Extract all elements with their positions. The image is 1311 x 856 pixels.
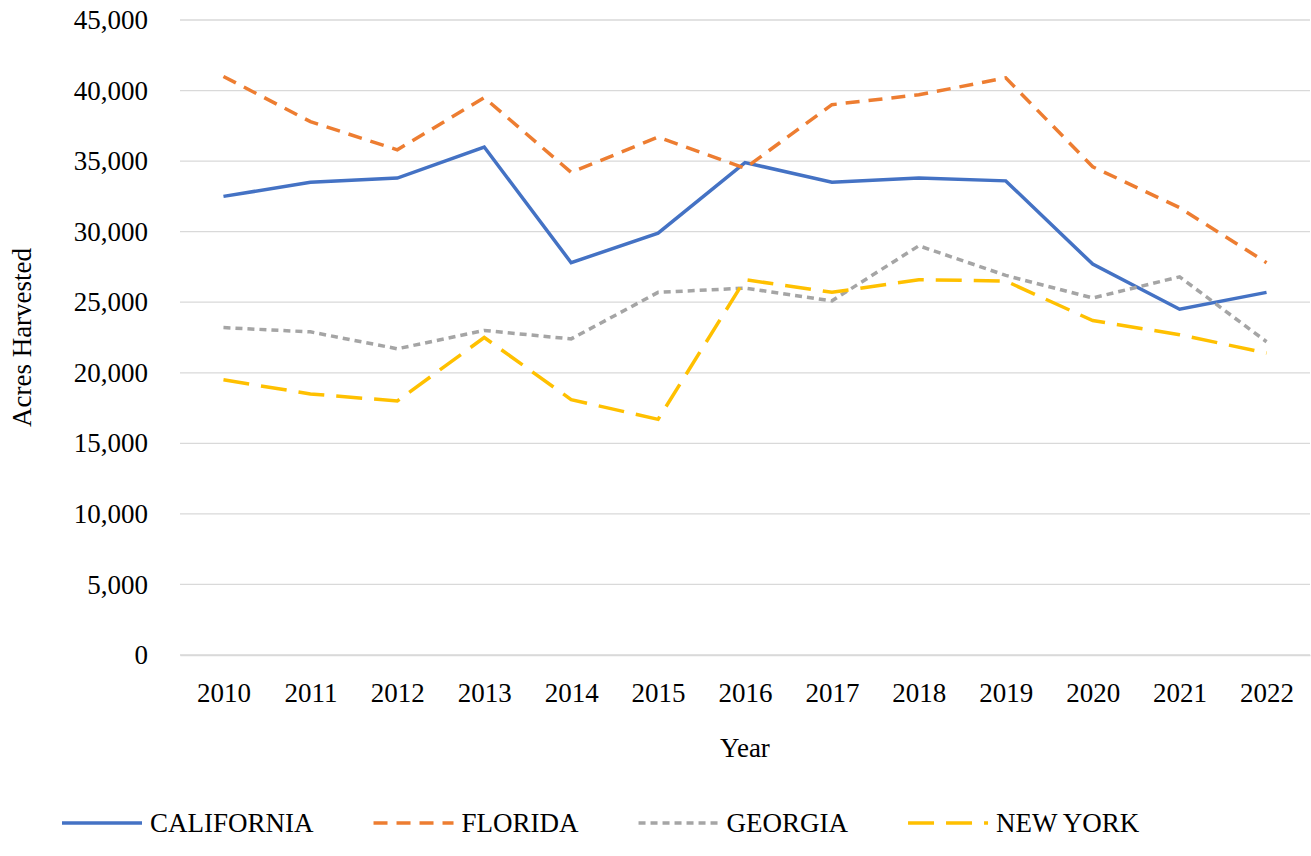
y-tick: 45,000: [74, 5, 148, 35]
x-tick-label: 2011: [284, 678, 337, 708]
x-tick-label: 2010: [197, 678, 251, 708]
x-tick-label: 2015: [632, 678, 686, 708]
x-tick: 2018: [892, 655, 946, 708]
x-axis-line: [181, 655, 1311, 656]
x-tick-label: 2014: [545, 678, 600, 708]
chart: 0 5,000 10,000 15,000 20,000 25,000 30,000 35,0…: [0, 0, 1311, 856]
x-tick-label: 2021: [1153, 678, 1207, 708]
grid-line: [180, 654, 1310, 655]
y-tick-label: 25,000: [74, 287, 148, 317]
x-tick: 2010: [197, 655, 251, 708]
legend-swatch: [62, 821, 142, 825]
x-tick: 2014: [545, 655, 600, 708]
x-tick: 2019: [979, 655, 1033, 708]
y-tick: 25,000: [74, 287, 148, 317]
series-line: [223, 147, 1266, 309]
y-tick-label: 30,000: [74, 217, 148, 247]
x-axis: 2010 2011 2012 2013 2014 2015 2016 2017 2018 2019…: [181, 655, 1311, 708]
y-tick: 0: [135, 640, 149, 670]
x-tick: 2021: [1153, 655, 1207, 708]
y-tick-label: 5,000: [87, 570, 148, 600]
y-axis-line: [148, 21, 149, 656]
x-axis-title: Year: [720, 733, 770, 763]
y-tick-label: 40,000: [74, 76, 148, 106]
legend-item: FLORIDA: [374, 808, 580, 838]
x-tick: 2015: [632, 655, 686, 708]
x-tick: 2011: [284, 655, 337, 708]
legend-swatch: [374, 821, 454, 825]
y-tick: 30,000: [74, 217, 148, 247]
y-tick: 35,000: [74, 146, 148, 176]
legend: CALIFORNIA FLORIDA GEORGIA NEW YORK: [62, 808, 1140, 838]
grid-line: [180, 513, 1310, 514]
grid-line: [180, 19, 1310, 20]
y-tick: 5,000: [87, 570, 148, 600]
grid-line: [180, 372, 1310, 373]
y-tick-label: 15,000: [74, 428, 148, 458]
y-axis: 0 5,000 10,000 15,000 20,000 25,000 30,000 35,0…: [74, 5, 149, 670]
grid-line: [180, 302, 1310, 303]
legend-label: NEW YORK: [996, 808, 1140, 838]
x-tick-label: 2019: [979, 678, 1033, 708]
series-line: [223, 246, 1266, 349]
y-tick: 15,000: [74, 428, 148, 458]
y-tick: 20,000: [74, 358, 148, 388]
y-tick-label: 35,000: [74, 146, 148, 176]
x-tick-label: 2018: [892, 678, 946, 708]
legend-item: NEW YORK: [908, 808, 1140, 838]
legend-label: CALIFORNIA: [150, 808, 314, 838]
y-tick: 40,000: [74, 76, 148, 106]
x-tick: 2016: [719, 655, 773, 708]
x-tick-label: 2013: [458, 678, 512, 708]
legend-swatch: [639, 821, 719, 825]
x-tick-label: 2012: [371, 678, 425, 708]
x-tick: 2013: [458, 655, 512, 708]
grid-line: [180, 443, 1310, 444]
grid: [180, 20, 1310, 655]
x-tick: 2022: [1240, 655, 1294, 708]
legend-item: GEORGIA: [639, 808, 849, 838]
grid-line: [180, 584, 1310, 585]
lines: [223, 76, 1266, 419]
series-line: [223, 280, 1266, 420]
y-tick-label: 10,000: [74, 499, 148, 529]
y-tick-label: 20,000: [74, 358, 148, 388]
x-tick: 2012: [371, 655, 425, 708]
legend-swatch: [908, 821, 988, 825]
y-axis-title: Acres Harvested: [7, 247, 37, 427]
x-tick-label: 2016: [719, 678, 773, 708]
x-tick-label: 2022: [1240, 678, 1294, 708]
x-tick-label: 2017: [805, 678, 859, 708]
legend-label: FLORIDA: [462, 808, 580, 838]
x-tick: 2020: [1066, 655, 1120, 708]
grid-line: [180, 90, 1310, 91]
y-tick: 10,000: [74, 499, 148, 529]
y-tick-label: 0: [135, 640, 149, 670]
series-line: [223, 76, 1266, 262]
grid-line: [180, 231, 1310, 232]
x-tick: 2017: [805, 655, 859, 708]
legend-item: CALIFORNIA: [62, 808, 314, 838]
x-tick-label: 2020: [1066, 678, 1120, 708]
y-tick-label: 45,000: [74, 5, 148, 35]
legend-label: GEORGIA: [727, 808, 849, 838]
